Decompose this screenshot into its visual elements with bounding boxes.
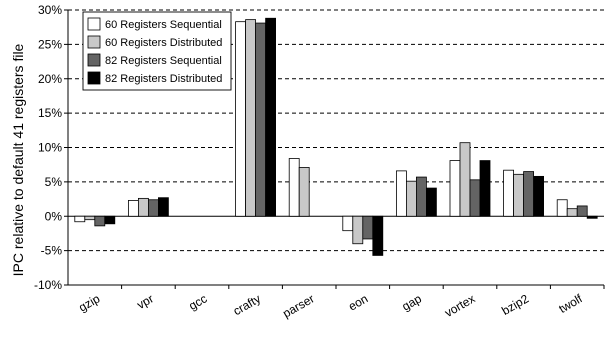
y-tick-label: 20% (38, 72, 62, 86)
y-tick-labels: -10% -5% 0% 5% 10% 15% 20% 25% 30% (34, 3, 62, 292)
bar (503, 169, 515, 217)
bar (405, 180, 417, 217)
bar (586, 215, 598, 219)
category-label: gzip (76, 291, 102, 314)
axes (64, 9, 605, 289)
legend-label: 82 Registers Distributed (105, 73, 222, 85)
bar (74, 215, 86, 223)
bar (255, 22, 267, 217)
bar (533, 175, 544, 217)
bar (395, 170, 407, 217)
bar (104, 215, 116, 225)
bar (298, 167, 310, 217)
legend-swatch (87, 35, 101, 49)
bar (245, 19, 257, 217)
bar (449, 160, 461, 217)
category-label: vpr (134, 291, 155, 311)
bar (459, 142, 471, 217)
bar (576, 205, 588, 217)
bar (288, 158, 300, 217)
bar (342, 215, 354, 232)
bar (469, 179, 481, 217)
legend-swatch (87, 17, 101, 31)
bar (513, 173, 524, 217)
bar (372, 215, 384, 256)
legend-label: 60 Registers Distributed (105, 37, 222, 49)
bar (147, 199, 159, 217)
bar (157, 197, 169, 217)
bar (362, 215, 374, 240)
y-tick-label: -5% (41, 244, 63, 258)
bar (566, 208, 578, 217)
bar (84, 215, 96, 221)
category-label: twolf (556, 291, 585, 316)
category-label: vortex (442, 291, 477, 319)
category-label: bzip2 (499, 291, 531, 318)
bar (415, 176, 427, 217)
bar (137, 197, 149, 217)
bar (556, 199, 568, 217)
bar (235, 21, 247, 217)
y-tick-label: 10% (38, 141, 62, 155)
bar (352, 215, 364, 245)
legend-box (82, 11, 232, 91)
y-tick-label: 25% (38, 37, 62, 51)
legend: 60 Registers Sequential 60 Registers Dist… (82, 11, 232, 91)
legend-swatch (87, 71, 101, 85)
x-category-labels: gzip vpr gcc crafty parser eon gap vortex bzip2 t… (76, 291, 585, 320)
category-label: parser (280, 291, 316, 320)
y-tick-label: 30% (38, 3, 62, 17)
bar (94, 215, 106, 227)
bar (479, 160, 491, 217)
y-tick-label: 15% (38, 106, 62, 120)
bar (127, 200, 139, 217)
bar (425, 187, 437, 217)
bars (74, 17, 598, 256)
y-tick-label: -10% (34, 278, 62, 292)
legend-swatch (87, 53, 101, 67)
y-tick-label: 5% (45, 175, 63, 189)
category-label: eon (346, 291, 370, 313)
y-axis-label: IPC relative to default 41 registers fil… (10, 43, 26, 276)
bar (265, 17, 277, 217)
legend-label: 60 Registers Sequential (105, 19, 222, 31)
legend-label: 82 Registers Sequential (105, 55, 222, 67)
category-label: gcc (186, 291, 209, 312)
category-label: crafty (231, 291, 263, 318)
bar (523, 171, 534, 217)
category-label: gap (400, 291, 425, 313)
y-tick-label: 0% (45, 209, 63, 223)
